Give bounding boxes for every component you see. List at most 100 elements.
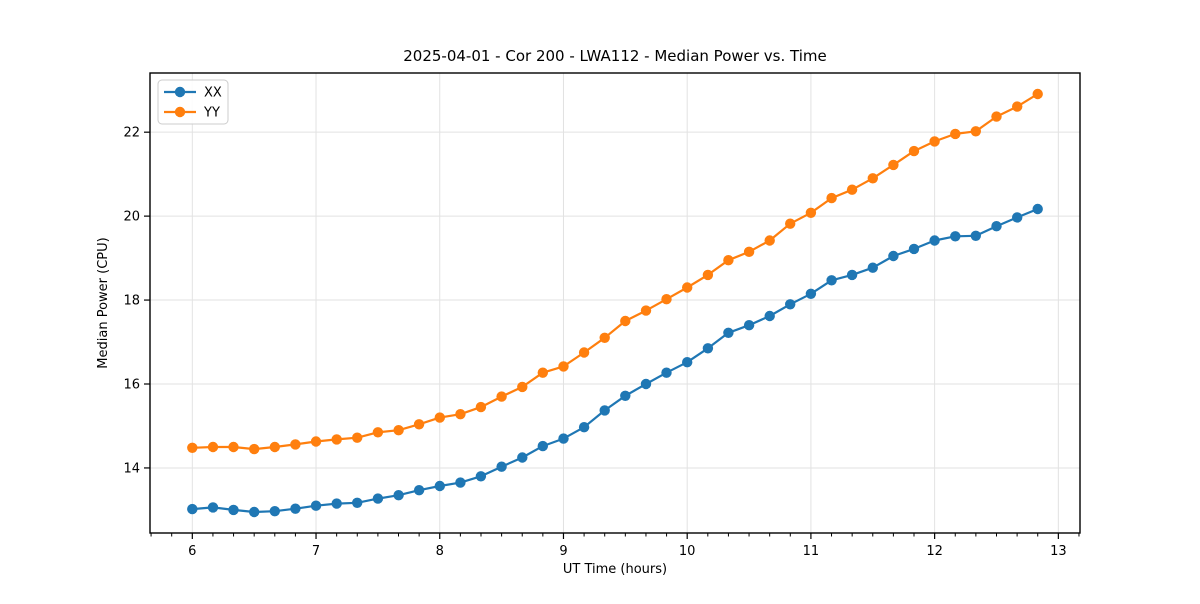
series-YY [187,88,1043,455]
data-point [805,288,817,299]
data-point [620,390,631,401]
data-point [537,440,548,452]
x-tick-label: 12 [926,544,943,559]
data-point [372,427,384,438]
data-point [826,192,837,204]
grid-lines [150,73,1080,533]
data-point [413,485,425,496]
chart-title: 2025-04-01 - Cor 200 - LWA112 - Median P… [403,47,827,65]
data-point [310,436,322,447]
data-point [950,128,961,140]
data-point [929,136,940,147]
legend-marker [174,86,186,98]
data-point [826,275,837,286]
data-point [991,111,1002,122]
data-point [764,235,775,246]
data-point [640,305,652,316]
data-point [434,412,445,423]
data-point [908,145,920,157]
data-point [207,441,219,453]
data-point [620,315,631,327]
data-point [228,504,239,516]
data-point [908,243,920,255]
legend-marker [174,106,186,118]
data-point [187,503,198,515]
data-point [352,497,363,508]
data-point [743,320,755,331]
data-point [496,391,507,402]
tick-marks-and-labels: 6 7 8 9 10 11 12 13 14 16 18 20 22 [123,126,1080,559]
data-point [1012,101,1023,112]
data-point [331,434,342,445]
y-tick-label: 22 [123,126,140,141]
data-point [702,343,714,354]
data-point [269,441,280,453]
data-point [352,432,363,443]
x-tick-label: 7 [312,544,320,559]
data-point [558,361,569,372]
y-axis-label: Median Power (CPU) [96,237,111,368]
data-point [578,422,590,433]
legend: XX YY [157,79,229,125]
legend-item-YY: YY [164,106,220,121]
data-point [661,367,672,378]
series-layer [187,88,1043,518]
x-tick-label: 6 [188,544,196,559]
data-point [682,357,693,368]
data-point [723,327,734,338]
data-point [290,439,301,450]
data-point [269,506,280,517]
data-point [991,221,1002,232]
series-XX [187,203,1043,518]
data-point [682,282,693,293]
data-point [702,269,714,281]
data-point [1032,88,1043,100]
data-point [249,443,260,455]
data-point [888,159,899,171]
y-tick-label: 20 [123,210,140,225]
data-point [640,378,652,390]
data-point [888,250,899,262]
legend-label: YY [203,106,220,121]
data-point [785,299,796,310]
data-point [578,347,590,358]
data-point [393,425,404,436]
data-point [1012,212,1023,223]
x-axis-label: UT Time (hours) [563,562,667,577]
data-point [496,461,507,472]
data-point [372,493,384,504]
x-tick-label: 9 [559,544,567,559]
y-tick-label: 16 [123,378,140,393]
data-point [558,433,569,444]
data-point [929,235,940,246]
data-point [207,502,219,513]
data-point [475,471,487,482]
data-point [950,231,961,242]
data-point [723,255,734,266]
data-point [228,441,239,453]
data-point [310,500,322,511]
x-tick-label: 13 [1050,544,1067,559]
legend-label: XX [204,86,222,101]
data-point [970,126,981,137]
data-point [517,381,528,393]
data-point [599,405,610,416]
data-point [517,452,528,463]
data-point [537,367,548,378]
data-point [785,218,796,229]
data-point [867,173,878,184]
data-point [661,294,672,305]
data-point [970,230,981,241]
data-point [331,498,342,509]
x-tick-label: 10 [679,544,696,559]
plot-border [149,72,1081,534]
data-point [434,480,445,492]
data-point [1032,203,1043,215]
data-point [290,503,301,514]
data-point [599,332,610,343]
data-point [455,477,466,488]
data-point [846,269,858,281]
data-point [393,490,404,501]
